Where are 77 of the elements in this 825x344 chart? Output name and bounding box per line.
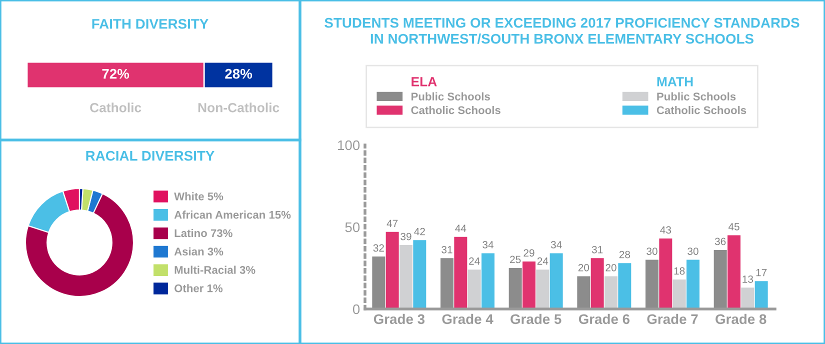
data-label: 28 <box>619 250 630 258</box>
bar <box>754 281 768 309</box>
bar <box>741 288 754 309</box>
data-label: 39 <box>400 232 412 240</box>
bar <box>550 253 563 309</box>
x-tick-label: Grade 4 <box>442 314 494 324</box>
data-label: 30 <box>646 248 658 255</box>
donut-slice <box>24 193 134 298</box>
data-label: 32 <box>373 244 384 252</box>
bar <box>413 240 426 309</box>
data-label: 29 <box>524 249 534 257</box>
y-tick-label: 100 <box>338 140 360 150</box>
bar <box>590 258 604 309</box>
data-label: 18 <box>674 267 685 275</box>
legend-label: White 5% <box>174 192 224 200</box>
bar <box>482 253 494 309</box>
bar <box>372 256 386 309</box>
bar <box>618 263 632 309</box>
bar <box>536 270 550 309</box>
legend-label: Other 1% <box>174 284 223 292</box>
chart-title: STUDENTS MEETING OR EXCEEDING 2017 PROFICIENCY STANDARDS IN NORTHWEST/SOUTH BRONX ELEMENTARY SCHOOLS <box>324 18 800 44</box>
data-label: 34 <box>550 241 562 248</box>
data-label: 44 <box>455 224 466 232</box>
bar <box>686 260 700 309</box>
legend-label: African American 15% <box>174 210 291 219</box>
data-label: 42 <box>414 228 425 236</box>
bar <box>604 276 618 309</box>
text: MATH <box>657 77 693 86</box>
bar <box>386 232 399 309</box>
y-tick-label: 0 <box>352 304 360 314</box>
legend-label: Multi-Racial 3% <box>174 266 256 274</box>
data-label: 30 <box>688 248 698 255</box>
data-label: 31 <box>442 246 452 254</box>
bar <box>400 245 412 309</box>
bar <box>659 238 672 309</box>
bar <box>468 270 481 309</box>
x-tick-label: Grade 5 <box>510 314 562 324</box>
data-label: 43 <box>660 226 672 234</box>
data-label: 24 <box>537 257 548 265</box>
chart-title: RACIAL DIVERSITY <box>86 150 214 161</box>
bar <box>646 260 658 309</box>
legend-label: Public Schools <box>657 92 736 100</box>
legend-label: Asian 3% <box>174 247 224 256</box>
data-label: 24 <box>469 257 480 265</box>
y-tick-label: 50 <box>345 222 360 232</box>
x-tick-label: Grade 6 <box>578 314 630 324</box>
bar <box>577 276 590 309</box>
bar <box>728 235 740 309</box>
bar <box>454 236 468 309</box>
data-label: 25 <box>510 256 521 264</box>
legend-label: Public Schools <box>412 92 490 100</box>
bar <box>440 258 454 309</box>
x-tick-label: Grade 7 <box>647 314 698 324</box>
legend-label: Catholic Schools <box>411 106 500 114</box>
bar <box>522 261 536 309</box>
data-label: 72% <box>102 68 130 79</box>
data-label: 17 <box>756 269 767 276</box>
series-label: Non-Catholic <box>198 102 280 112</box>
bar <box>672 279 686 309</box>
legend-label: Catholic Schools <box>656 106 746 114</box>
data-label: 36 <box>714 238 726 246</box>
data-label: 45 <box>728 223 740 230</box>
data-label: 31 <box>592 246 603 254</box>
x-tick-label: Grade 8 <box>716 314 766 324</box>
x-tick-label: Grade 3 <box>374 314 425 324</box>
series-label: Catholic <box>90 102 142 112</box>
bar <box>508 268 522 309</box>
bar <box>714 250 727 309</box>
text: ELA <box>412 77 437 86</box>
data-label: 20 <box>606 264 616 272</box>
data-label: 47 <box>386 220 398 227</box>
data-label: 34 <box>482 241 494 248</box>
data-label: 13 <box>742 275 754 283</box>
legend-label: Latino 73% <box>174 228 232 238</box>
chart-title: FAITH DIVERSITY <box>92 18 208 29</box>
data-label: 28% <box>225 68 252 79</box>
data-label: 20 <box>578 264 590 272</box>
